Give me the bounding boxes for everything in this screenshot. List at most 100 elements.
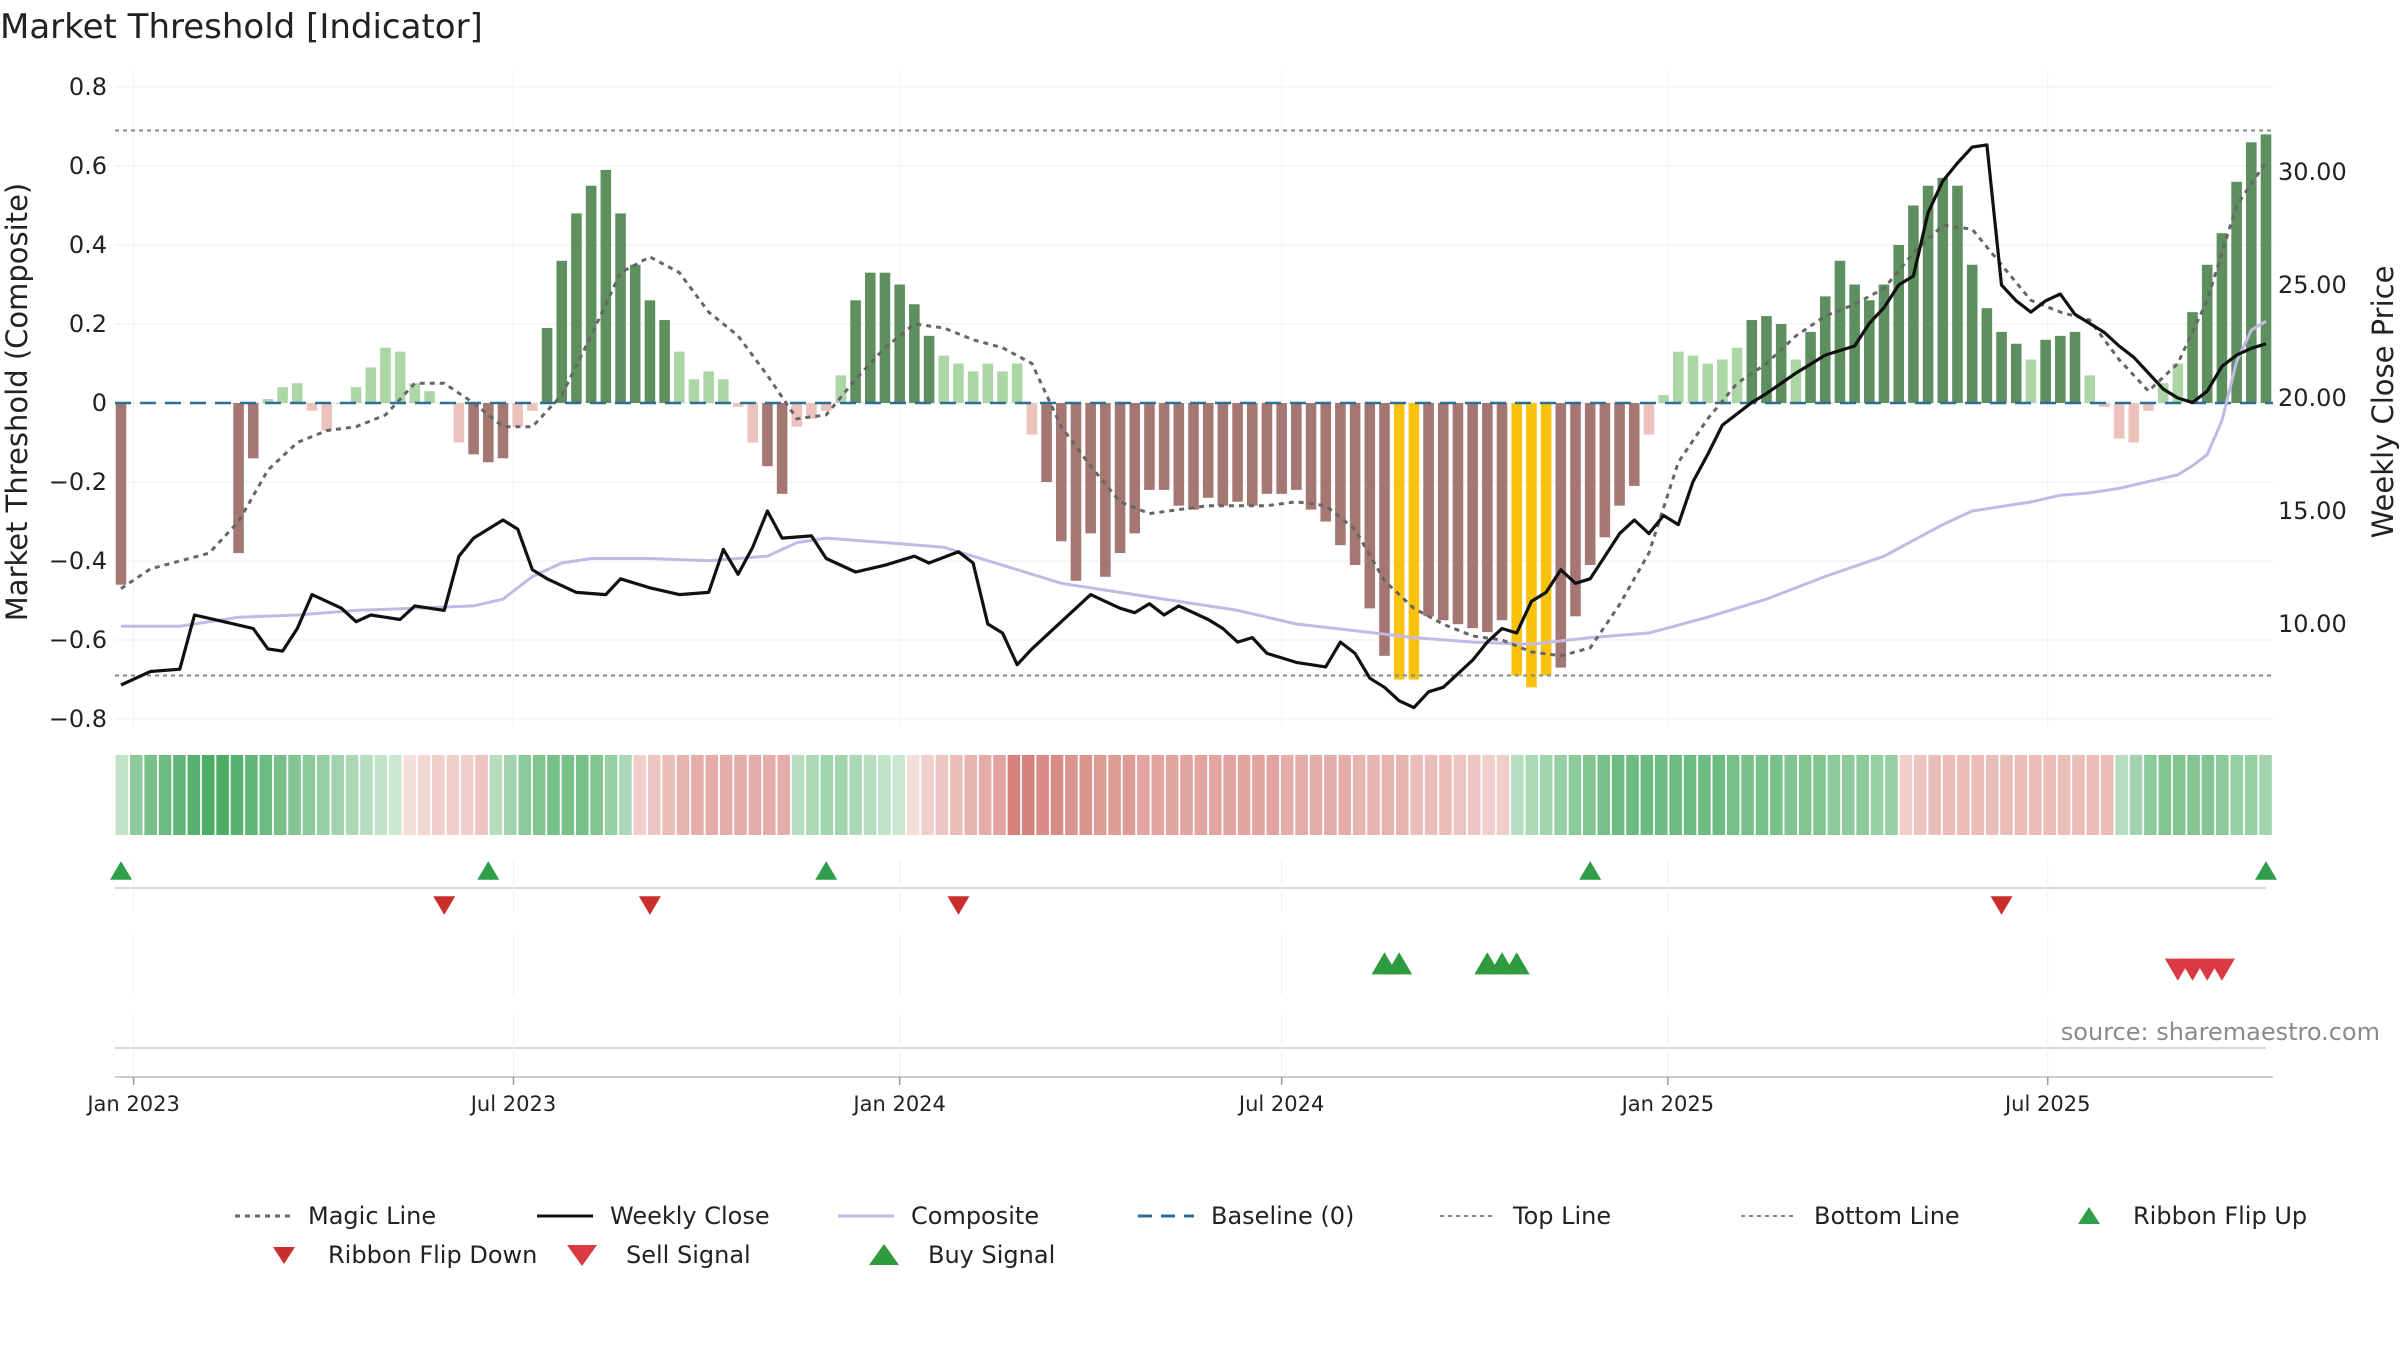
ribbon-cell <box>2029 755 2042 835</box>
ribbon-cell <box>1280 755 1294 835</box>
legend-item-bottom: Bottom Line <box>1741 1202 1960 1230</box>
composite-bar <box>1864 300 1875 403</box>
signal-panels <box>110 860 2277 1075</box>
composite-bar <box>1158 403 1170 490</box>
legend-item-flipup: Ribbon Flip Up <box>2078 1202 2307 1230</box>
ribbon-cell <box>518 755 532 835</box>
composite-bar <box>1482 403 1493 633</box>
composite-bar <box>350 387 362 403</box>
composite-bar <box>2113 403 2125 439</box>
ribbon-cell <box>158 755 172 835</box>
legend-label: Weekly Close <box>610 1202 770 1230</box>
composite-bar <box>380 347 391 403</box>
composite-bar <box>1452 403 1464 625</box>
ribbon-cell <box>331 755 344 835</box>
composite-bar <box>1761 316 1772 403</box>
left-tick-label: −0.6 <box>49 626 107 654</box>
ribbon-cell <box>360 755 373 835</box>
ribbon-cell <box>345 755 359 835</box>
composite-bar <box>1937 177 1949 403</box>
ribbon-cell <box>1942 755 1956 835</box>
ribbon-cell <box>921 755 934 835</box>
ribbon-cell <box>2100 755 2114 835</box>
ribbon-cell <box>935 755 949 835</box>
ribbon-cell <box>1856 755 1869 835</box>
composite-bar <box>409 383 421 403</box>
ribbon-cell <box>1367 755 1380 835</box>
composite-bar <box>1790 359 1802 403</box>
ribbon-cell <box>748 755 762 835</box>
magic-line <box>120 161 2268 658</box>
ribbon-cell <box>964 755 977 835</box>
right-tick-label: 30.00 <box>2278 158 2347 186</box>
ribbon-cell <box>1568 755 1582 835</box>
ribbon-cell <box>561 755 575 835</box>
ribbon-flip-up-marker <box>110 861 132 880</box>
composite-bar <box>1996 331 2007 403</box>
ribbon-cell <box>302 755 316 835</box>
legend-item-sell: Sell Signal <box>567 1241 751 1269</box>
ribbon-cell <box>1410 755 1423 835</box>
left-axis-label: Market Threshold (Composite) <box>0 183 34 621</box>
left-tick-label: 0.2 <box>69 310 107 338</box>
ribbon-strip <box>115 755 2272 835</box>
ribbon-cell <box>1093 755 1107 835</box>
composite-bar <box>2099 403 2110 407</box>
ribbon-cell <box>2057 755 2071 835</box>
composite-bar <box>1364 403 1376 609</box>
legend-label: Baseline (0) <box>1211 1202 1354 1230</box>
composite-bar <box>1731 347 1743 403</box>
composite-bar <box>483 403 494 463</box>
composite-bar <box>732 403 744 407</box>
legend-label: Magic Line <box>308 1202 436 1230</box>
composite-bar <box>762 403 773 467</box>
composite-bar <box>292 383 303 403</box>
composite-bar <box>1981 308 1993 403</box>
ribbon-cell <box>1626 755 1639 835</box>
ribbon-cell <box>2014 755 2028 835</box>
composite-bar <box>2187 312 2198 403</box>
ribbon-cell <box>1424 755 1438 835</box>
right-tick-label: 25.00 <box>2278 271 2347 299</box>
composite-bar <box>1041 403 1052 482</box>
ribbon-cell <box>1036 755 1049 835</box>
composite-bar <box>1805 331 1816 403</box>
composite-bar <box>1202 403 1214 498</box>
ribbon-cell <box>791 755 805 835</box>
ribbon-cell <box>1597 755 1611 835</box>
ribbon-cell <box>2043 755 2056 835</box>
ribbon-cell <box>1065 755 1078 835</box>
composite-bar <box>512 403 523 427</box>
composite-bar <box>541 327 553 403</box>
composite-bar <box>1173 403 1185 506</box>
composite-bar <box>1819 296 1831 403</box>
ribbon-cell <box>2172 755 2186 835</box>
ribbon-cell <box>2144 755 2157 835</box>
ribbon-cell <box>1712 755 1726 835</box>
ribbon-cell <box>1870 755 1884 835</box>
composite-bar <box>1922 185 1934 403</box>
ribbon-cell <box>1611 755 1625 835</box>
ribbon-cell <box>403 755 416 835</box>
composite-bar <box>306 403 318 411</box>
composite-bar <box>894 284 905 403</box>
legend-swatch <box>273 1247 295 1264</box>
ribbon-cell <box>1180 755 1193 835</box>
ribbon-cell <box>993 755 1006 835</box>
ribbon-cell <box>1525 755 1539 835</box>
ribbon-cell <box>1439 755 1452 835</box>
composite-bar <box>1246 403 1258 506</box>
composite-bar <box>1408 403 1420 680</box>
ribbon-cell <box>1237 755 1251 835</box>
ribbon-cell <box>1266 755 1280 835</box>
legend-label: Composite <box>911 1202 1039 1230</box>
composite-bar <box>424 391 435 403</box>
ribbon-cell <box>1885 755 1898 835</box>
composite-bar <box>2055 335 2066 403</box>
composite-bar <box>1305 403 1317 510</box>
ribbon-cell <box>2230 755 2244 835</box>
ribbon-cell <box>1813 755 1826 835</box>
ribbon-cell <box>906 755 920 835</box>
ribbon-cell <box>575 755 589 835</box>
composite-bar <box>2143 403 2154 411</box>
